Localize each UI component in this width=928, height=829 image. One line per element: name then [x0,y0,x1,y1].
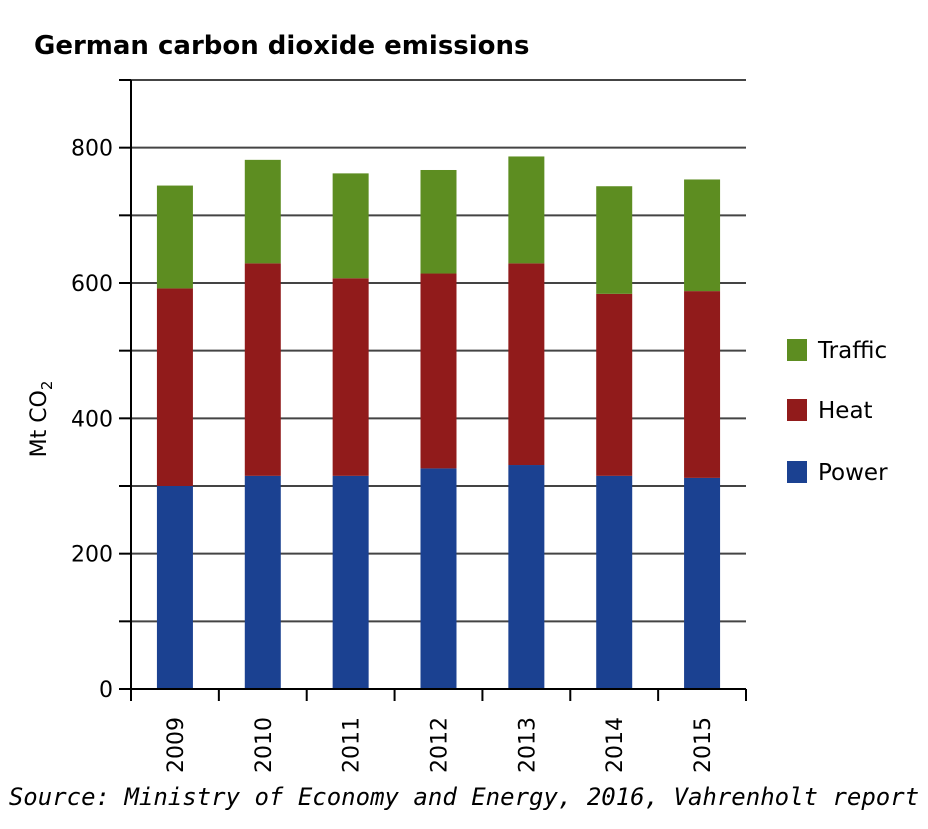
x-tick-label: 2013 [515,717,540,773]
bar-heat-2009 [156,288,193,486]
bar-power-2013 [508,465,545,689]
x-tick-label: 2010 [252,717,277,773]
bar-power-2011 [332,475,369,689]
legend-swatch-traffic [787,339,807,361]
y-axis-label-subscript: 2 [38,381,56,391]
source-note: Source: Ministry of Economy and Energy, … [9,783,919,811]
bar-power-2015 [684,477,721,689]
y-tick-label: 600 [71,272,113,297]
legend-swatch-heat [787,399,807,421]
x-tick-label: 2014 [603,717,628,773]
legend: Traffic Heat Power [787,338,888,486]
bars [156,156,721,689]
bar-heat-2015 [684,291,721,478]
x-tick-labels: 2009 2010 2011 2012 2013 2014 2015 [164,717,716,773]
bar-traffic-2011 [332,173,369,279]
y-axis-label-main: Mt CO [27,390,52,457]
x-tick-label: 2012 [428,717,453,773]
bar-power-2009 [156,486,193,689]
chart-title: German carbon dioxide emissions [34,31,530,61]
x-tick-label: 2009 [164,717,189,773]
bar-heat-2010 [244,263,281,476]
legend-swatch-power [787,461,807,483]
legend-label-traffic: Traffic [817,338,887,364]
x-tick-label: 2015 [691,717,716,773]
bar-traffic-2009 [156,185,193,289]
bar-heat-2011 [332,278,369,476]
bar-traffic-2012 [420,169,457,274]
legend-label-power: Power [818,460,888,486]
bar-traffic-2013 [508,156,545,264]
y-axis-label: Mt CO2 [27,381,56,458]
y-tick-label: 200 [71,543,113,568]
y-tick-label: 800 [71,137,113,162]
bar-traffic-2010 [244,159,281,264]
y-tick-label: 0 [99,678,113,703]
bar-traffic-2015 [684,179,721,292]
bar-heat-2012 [420,273,457,469]
bar-heat-2014 [596,293,633,476]
bar-power-2012 [420,468,457,689]
bar-power-2010 [244,475,281,689]
bar-power-2014 [596,475,633,689]
y-tick-label: 400 [71,407,113,432]
y-tick-labels: 0 200 400 600 800 [71,137,113,703]
axes [119,79,747,701]
x-tick-label: 2011 [340,717,365,773]
bar-traffic-2014 [596,186,633,294]
legend-label-heat: Heat [818,398,873,424]
bar-heat-2013 [508,263,545,466]
